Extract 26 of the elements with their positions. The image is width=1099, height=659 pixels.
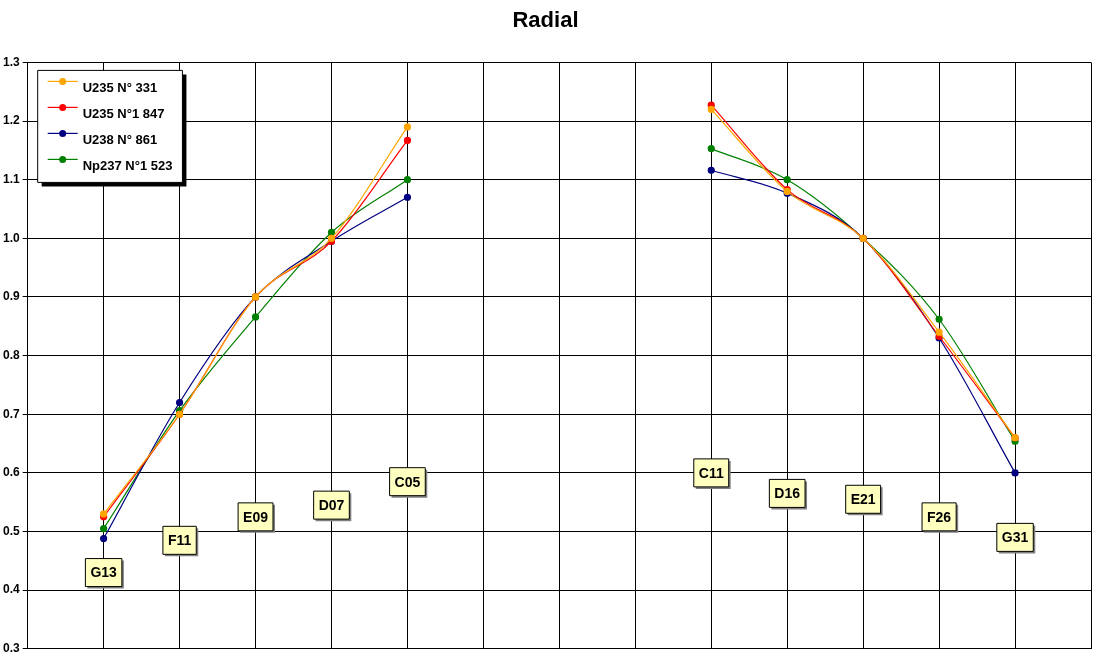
x-tick-label: F26	[927, 508, 952, 525]
y-tick-label: 1.1	[2, 171, 20, 186]
x-tick-label: G31	[1001, 529, 1029, 546]
x-tick-label: C11	[698, 464, 724, 481]
x-tick-label: C05	[394, 473, 421, 490]
legend-label: Np237 N°1 523	[82, 157, 173, 173]
y-tick-label: 0.7	[2, 406, 20, 421]
y-tick-label: 0.3	[2, 641, 20, 656]
x-tick-label: D07	[318, 496, 345, 513]
y-tick-label: 0.9	[2, 289, 20, 304]
x-tick-label: G13	[90, 564, 118, 581]
y-tick-label: 1.3	[2, 54, 20, 69]
legend-label: U235 N°1 847	[82, 105, 165, 121]
y-tick-label: 0.6	[2, 465, 20, 480]
chart-title: Radial	[512, 7, 579, 33]
y-tick-label: 0.5	[2, 523, 20, 538]
x-tick-label: E09	[243, 508, 269, 525]
y-tick-label: 0.4	[2, 582, 20, 597]
y-tick-label: 1.2	[2, 113, 20, 128]
y-tick-label: 1.0	[2, 230, 20, 245]
legend-label: U235 N° 331	[82, 79, 158, 95]
x-tick-label: D16	[774, 485, 801, 502]
x-tick-label: F11	[167, 532, 192, 549]
x-tick-label: E21	[850, 491, 876, 508]
legend-label: U238 N° 861	[82, 131, 158, 147]
y-tick-label: 0.8	[2, 347, 20, 362]
